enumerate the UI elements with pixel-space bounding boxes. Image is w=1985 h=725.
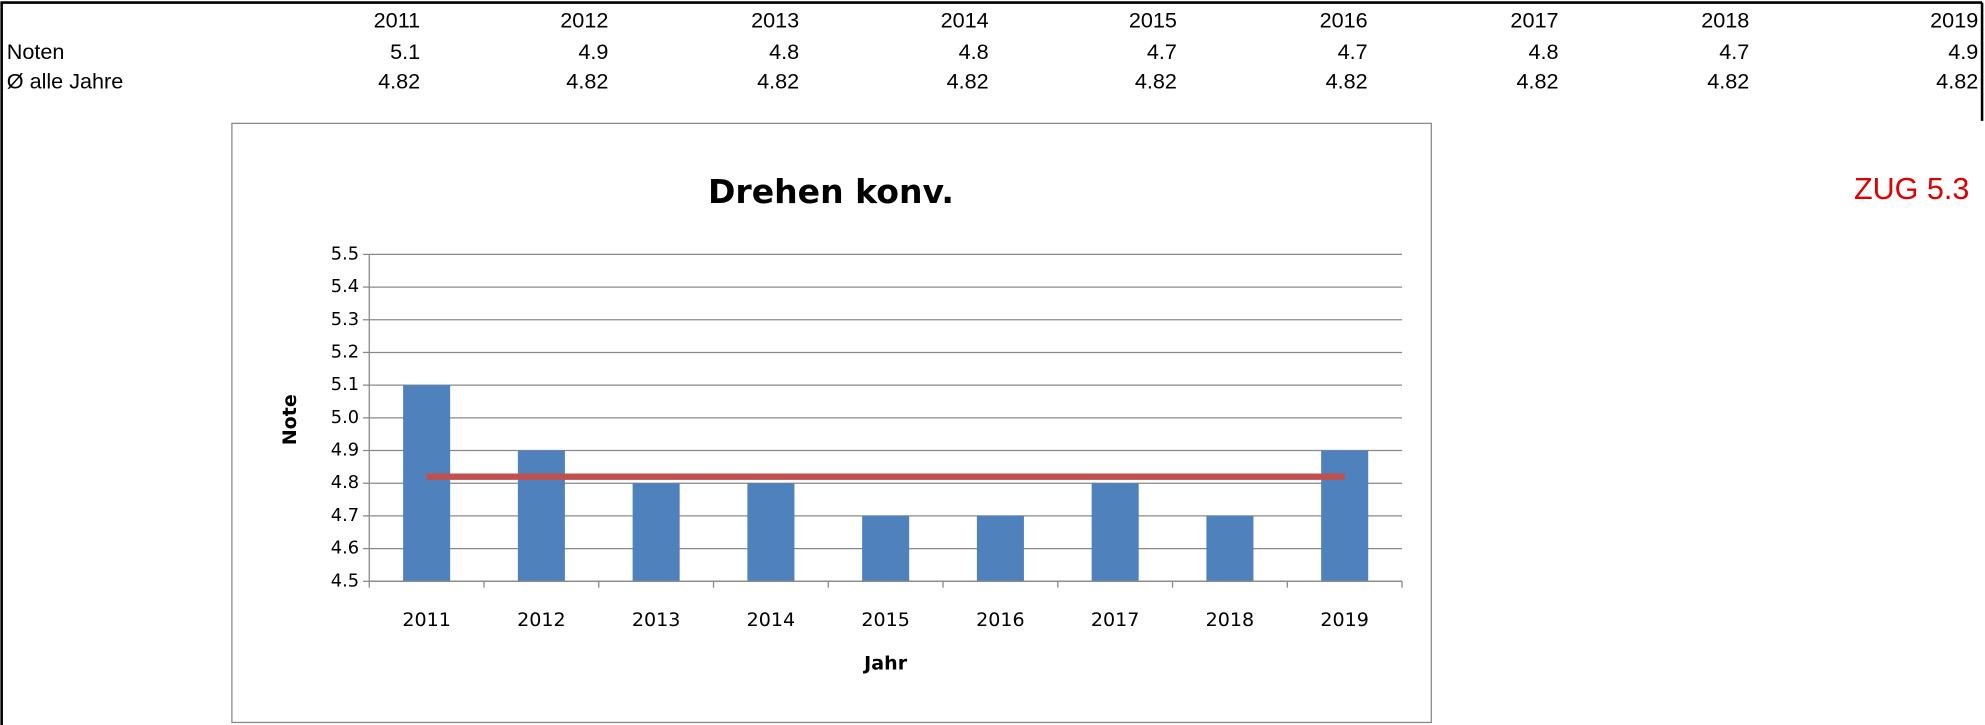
x-tick-label: 2016 <box>976 609 1025 631</box>
column-header: 2015 <box>1129 7 1177 32</box>
column-header: 2017 <box>1510 7 1558 32</box>
y-tick-label: 4.9 <box>331 440 359 461</box>
bar <box>403 385 451 582</box>
y-tick-label: 5.5 <box>331 243 359 264</box>
table-cell: 4.7 <box>1719 39 1749 64</box>
table-cell: 4.82 <box>1936 68 1978 93</box>
table-cell: 4.82 <box>1516 68 1558 93</box>
bar <box>1321 450 1369 582</box>
table-cell: 4.82 <box>378 68 420 93</box>
x-tick-label: 2015 <box>861 609 910 631</box>
x-tick-label: 2017 <box>1091 609 1140 631</box>
y-tick-label: 4.7 <box>331 505 359 526</box>
table-cell: 4.8 <box>1528 39 1558 64</box>
bar <box>1206 515 1254 582</box>
table-cell: 4.82 <box>566 68 608 93</box>
annotation: ZUG 5.3 <box>1854 172 1969 206</box>
x-axis-label: Jahr <box>862 652 908 674</box>
x-tick-label: 2014 <box>747 609 796 631</box>
table-cell: 4.82 <box>1707 68 1749 93</box>
bar <box>632 483 680 582</box>
table-cell: 4.9 <box>578 39 608 64</box>
table-cell: 4.82 <box>947 68 989 93</box>
x-tick-label: 2013 <box>632 609 681 631</box>
column-header: 2016 <box>1320 7 1368 32</box>
y-tick-label: 5.0 <box>331 407 359 428</box>
y-axis-label: Note <box>279 394 301 445</box>
y-tick-label: 4.8 <box>331 472 359 493</box>
y-tick-label: 5.4 <box>331 276 359 297</box>
table-cell: 4.7 <box>1147 39 1177 64</box>
table-cell: 4.9 <box>1948 39 1978 64</box>
x-tick-label: 2019 <box>1320 609 1369 631</box>
column-header: 2018 <box>1701 7 1749 32</box>
table-cell: 4.7 <box>1338 39 1368 64</box>
column-header: 2012 <box>560 7 608 32</box>
table-cell: 4.82 <box>757 68 799 93</box>
y-tick-label: 5.2 <box>331 341 359 362</box>
row-label: Noten <box>7 39 65 64</box>
table-cell: 4.8 <box>769 39 799 64</box>
chart-title: Drehen konv. <box>708 172 954 211</box>
y-tick-label: 4.6 <box>331 538 359 559</box>
bar <box>747 483 795 582</box>
y-tick-label: 5.3 <box>331 309 359 330</box>
bar <box>862 515 910 582</box>
x-tick-label: 2018 <box>1206 609 1255 631</box>
y-tick-label: 4.5 <box>331 570 359 591</box>
column-header: 2014 <box>941 7 989 32</box>
row-label: Ø alle Jahre <box>7 68 124 93</box>
column-header: 2019 <box>1930 7 1978 32</box>
bar <box>976 515 1024 582</box>
table-cell: 4.8 <box>959 39 989 64</box>
bar <box>1091 483 1139 582</box>
column-header: 2011 <box>374 7 420 32</box>
column-header: 2013 <box>751 7 799 32</box>
table-cell: 5.1 <box>390 39 420 64</box>
table-cell: 4.82 <box>1135 68 1177 93</box>
y-tick-label: 5.1 <box>331 374 359 395</box>
bar <box>517 450 565 582</box>
table-cell: 4.82 <box>1326 68 1368 93</box>
x-tick-label: 2012 <box>517 609 566 631</box>
x-tick-label: 2011 <box>402 609 451 631</box>
